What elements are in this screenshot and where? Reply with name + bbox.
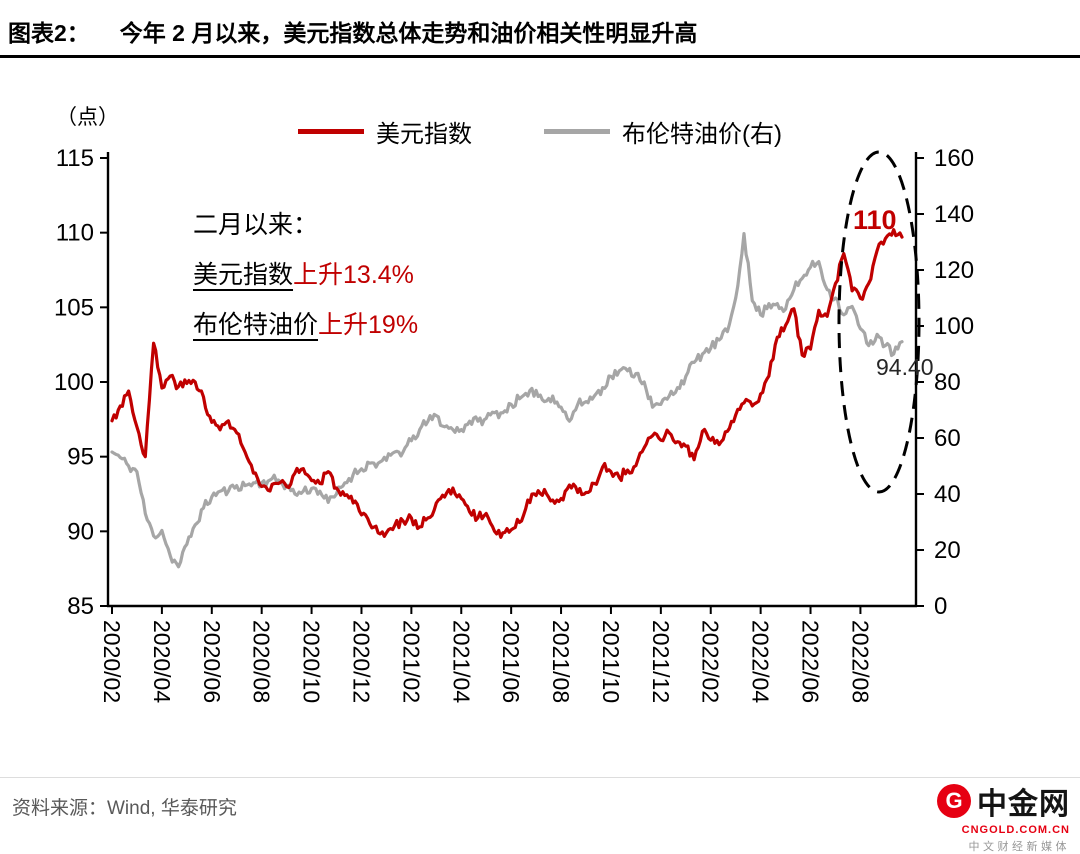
right-axis-tick-label: 20 <box>934 537 961 564</box>
left-axis-tick-label: 105 <box>54 294 94 321</box>
annotation-note-title: 二月以来： <box>193 211 319 239</box>
right-axis-tick-label: 100 <box>934 313 974 340</box>
legend-label-usd: 美元指数 <box>376 121 472 148</box>
brent-oil-line <box>110 232 904 569</box>
legend-item-usd: 美元指数 <box>298 114 472 149</box>
cngold-domain: CNGOLD.COM.CN <box>961 824 1070 836</box>
left-axis-tick-label: 100 <box>54 369 94 396</box>
left-axis-tick-label: 115 <box>56 145 94 172</box>
cngold-logo-row: G 中金网 <box>937 779 1070 823</box>
chart-title: 图表2： 今年 2 月以来，美元指数总体走势和油价相关性明显升高 <box>8 14 697 48</box>
source-note: 资料来源：Wind, 华泰研究 <box>12 798 237 819</box>
title-divider <box>0 55 1080 58</box>
brent-end-value-label: 94.40 <box>876 354 934 380</box>
x-axis-tick-label: 2021/10 <box>598 620 624 703</box>
cngold-logo: G 中金网 CNGOLD.COM.CN 中文财经新媒体 <box>937 779 1070 854</box>
left-axis-tick-label: 95 <box>67 444 94 471</box>
annotation-brent-name: 布伦特油价 <box>193 311 319 339</box>
right-axis-tick-label: 160 <box>934 145 974 172</box>
legend-item-brent: 布伦特油价(右) <box>544 114 782 149</box>
usd-series-swatch <box>298 129 364 134</box>
cngold-logo-letter: G <box>945 788 963 813</box>
x-axis-tick-label: 2021/12 <box>648 620 674 703</box>
right-axis-tick-label: 0 <box>934 593 947 620</box>
annotation-brent-pct: 上升19% <box>318 311 419 339</box>
left-axis-tick-label: 85 <box>67 593 94 620</box>
annotation-note: 二月以来： 美元指数上升13.4% 布伦特油价上升19% <box>193 200 418 350</box>
right-axis-tick-label: 60 <box>934 425 961 452</box>
x-axis-tick-label: 2021/08 <box>548 620 574 703</box>
x-axis-tick-label: 2020/08 <box>249 620 275 703</box>
left-axis-tick-label: 90 <box>67 518 94 545</box>
brent-series-swatch <box>544 129 610 134</box>
x-axis-tick-label: 2022/04 <box>748 620 774 703</box>
x-axis-tick-label: 2020/06 <box>199 620 225 703</box>
x-axis-tick-label: 2020/02 <box>99 620 125 703</box>
cngold-tagline: 中文财经新媒体 <box>968 841 1070 853</box>
chart-title-prefix: 图表2： <box>8 20 90 46</box>
annotation-usd-name: 美元指数 <box>193 261 294 289</box>
x-axis-tick-label: 2021/06 <box>498 620 524 703</box>
x-axis-tick-label: 2021/04 <box>448 620 474 703</box>
usd-index-line <box>110 228 904 539</box>
x-axis-tick-label: 2022/06 <box>798 620 824 703</box>
x-axis-tick-label: 2021/02 <box>398 620 424 703</box>
cngold-logo-icon: G <box>937 784 971 818</box>
footer-divider <box>0 777 1080 778</box>
x-axis-tick-label: 2022/02 <box>698 620 724 703</box>
left-axis-tick-label: 110 <box>56 220 94 247</box>
annotation-usd-pct: 上升13.4% <box>293 261 414 289</box>
x-axis-tick-label: 2022/08 <box>847 620 873 703</box>
x-axis-tick-label: 2020/12 <box>348 620 374 703</box>
right-axis-tick-label: 80 <box>934 369 961 396</box>
x-axis-tick-label: 2020/04 <box>149 620 175 703</box>
chart-title-text: 今年 2 月以来，美元指数总体走势和油价相关性明显升高 <box>119 20 698 46</box>
cngold-logo-name: 中金网 <box>977 788 1070 821</box>
highlight-ellipse <box>837 150 921 494</box>
legend-label-brent: 布伦特油价(右) <box>622 121 782 148</box>
x-axis-tick-label: 2020/10 <box>299 620 325 703</box>
left-axis-unit-label: （点） <box>56 106 119 129</box>
usd-end-value-label: 110 <box>853 205 897 235</box>
legend: 美元指数 布伦特油价(右) <box>0 114 1080 149</box>
right-axis-tick-label: 120 <box>934 257 974 284</box>
right-axis-tick-label: 40 <box>934 481 961 508</box>
right-axis-tick-label: 140 <box>934 201 974 228</box>
annotation-brent-change: 布伦特油价上升19% <box>193 300 418 350</box>
annotation-usd-change: 美元指数上升13.4% <box>193 250 418 300</box>
